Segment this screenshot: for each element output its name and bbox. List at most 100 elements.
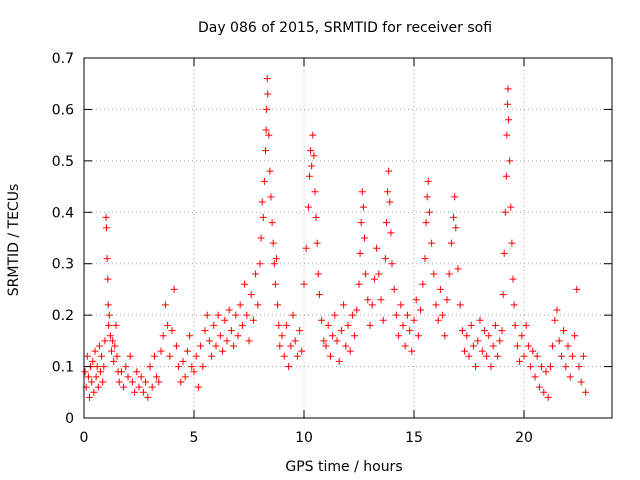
data-point xyxy=(282,321,290,329)
data-point xyxy=(436,285,444,293)
data-point xyxy=(575,363,583,371)
data-point xyxy=(314,270,322,278)
data-point xyxy=(308,162,316,170)
data-point xyxy=(582,388,590,396)
data-point xyxy=(296,327,304,335)
data-point xyxy=(104,301,112,309)
data-point xyxy=(487,363,495,371)
data-point xyxy=(522,321,530,329)
data-point xyxy=(188,363,196,371)
data-point xyxy=(100,363,108,371)
plot-frame xyxy=(83,57,613,419)
data-point xyxy=(564,342,572,350)
data-point xyxy=(271,280,279,288)
data-point xyxy=(94,383,102,391)
data-point xyxy=(568,352,576,360)
y-tick-label: 0.6 xyxy=(52,102,74,118)
data-point xyxy=(99,378,107,386)
data-point xyxy=(159,332,167,340)
data-point xyxy=(494,352,502,360)
data-point xyxy=(434,316,442,324)
data-point xyxy=(214,311,222,319)
data-point xyxy=(500,249,508,257)
data-point xyxy=(269,239,277,247)
data-point xyxy=(439,311,447,319)
data-point xyxy=(417,306,425,314)
data-point xyxy=(424,177,432,185)
data-point xyxy=(307,147,315,155)
data-point xyxy=(322,342,330,350)
data-points xyxy=(81,75,590,401)
data-point xyxy=(388,260,396,268)
data-point xyxy=(142,378,150,386)
data-point xyxy=(280,352,288,360)
data-point xyxy=(190,368,198,376)
data-point xyxy=(362,270,370,278)
data-point xyxy=(461,347,469,355)
data-point xyxy=(170,285,178,293)
data-point xyxy=(285,363,293,371)
data-point xyxy=(452,224,460,232)
data-point xyxy=(89,357,97,365)
data-point xyxy=(197,342,205,350)
data-point xyxy=(331,311,339,319)
data-point xyxy=(414,332,422,340)
data-point xyxy=(524,342,532,350)
data-point xyxy=(219,347,227,355)
data-point xyxy=(353,306,361,314)
data-point xyxy=(566,373,574,381)
data-point xyxy=(278,332,286,340)
data-point xyxy=(450,213,458,221)
data-point xyxy=(406,327,414,335)
data-point xyxy=(150,352,158,360)
data-point xyxy=(342,342,350,350)
data-point xyxy=(83,352,91,360)
data-point xyxy=(103,255,111,263)
data-point xyxy=(260,177,268,185)
data-point xyxy=(203,311,211,319)
data-point xyxy=(496,337,504,345)
data-point xyxy=(344,321,352,329)
data-point xyxy=(508,239,516,247)
data-point xyxy=(221,316,229,324)
data-point xyxy=(472,363,480,371)
y-tick-label: 0 xyxy=(65,411,74,427)
data-point xyxy=(212,342,220,350)
data-point xyxy=(458,327,466,335)
data-point xyxy=(355,280,363,288)
data-point xyxy=(124,373,132,381)
data-point xyxy=(421,255,429,263)
data-point xyxy=(513,342,521,350)
data-point xyxy=(291,337,299,345)
data-point xyxy=(520,352,528,360)
data-point xyxy=(258,198,266,206)
data-point xyxy=(419,280,427,288)
data-point xyxy=(509,275,517,283)
data-point xyxy=(498,327,506,335)
data-point xyxy=(441,332,449,340)
data-point xyxy=(356,249,364,257)
data-point xyxy=(445,270,453,278)
y-tick-label: 0.4 xyxy=(52,205,74,221)
data-point xyxy=(268,219,276,227)
data-point xyxy=(346,347,354,355)
data-point xyxy=(199,363,207,371)
data-point xyxy=(373,244,381,252)
data-point xyxy=(91,347,99,355)
data-point xyxy=(256,260,264,268)
data-point xyxy=(98,352,106,360)
data-point xyxy=(333,337,341,345)
data-point xyxy=(265,131,273,139)
data-point xyxy=(86,393,93,401)
data-point xyxy=(194,383,202,391)
data-point xyxy=(177,378,185,386)
data-point xyxy=(257,234,265,242)
data-point xyxy=(503,131,511,139)
data-point xyxy=(489,342,497,350)
data-point xyxy=(315,291,323,299)
data-point xyxy=(267,193,275,201)
data-point xyxy=(131,388,139,396)
data-point xyxy=(227,327,235,335)
data-point xyxy=(243,311,251,319)
